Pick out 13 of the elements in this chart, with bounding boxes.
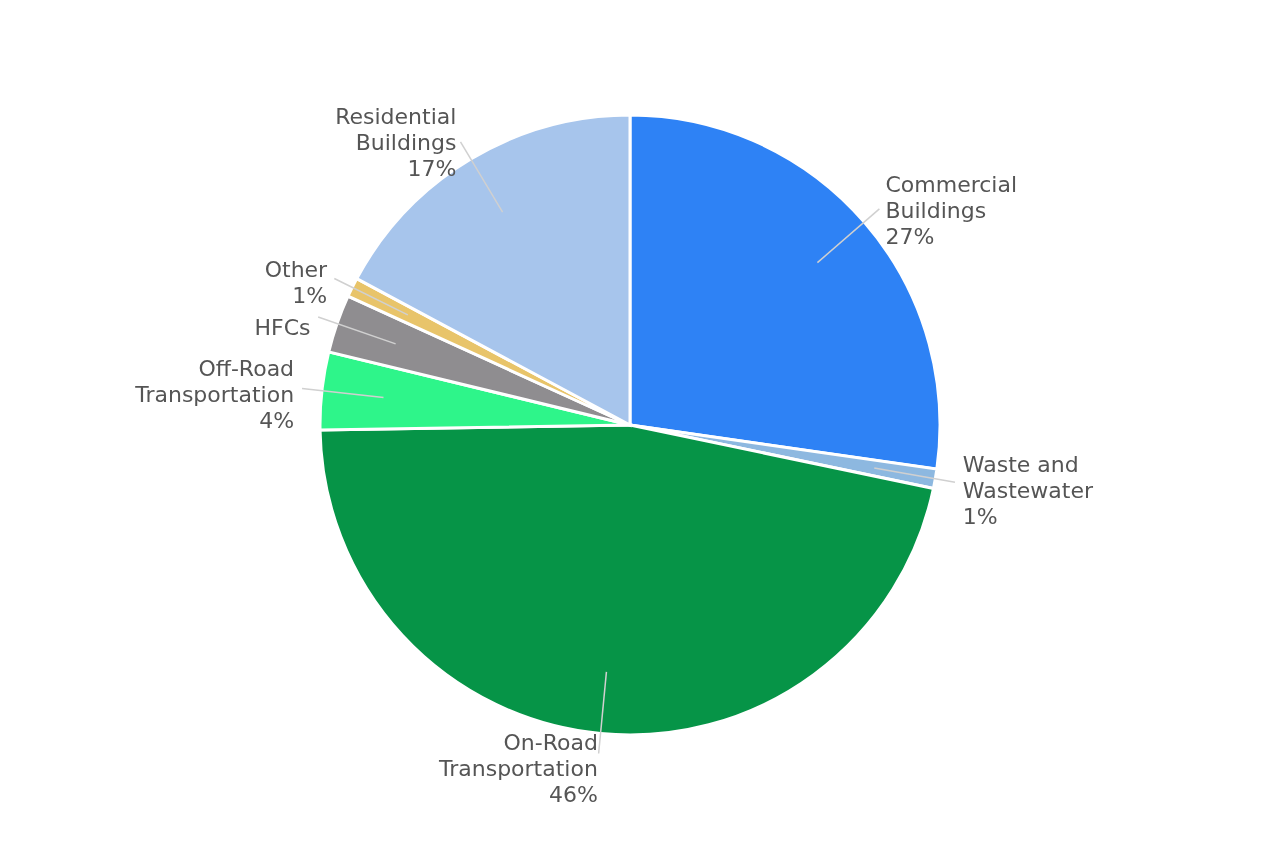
data-label: 27% (885, 224, 935, 250)
slice-label: Off-Road Transportation (134, 356, 295, 408)
slice-label: Residential Buildings (335, 103, 457, 155)
data-label: 46% (548, 782, 598, 808)
slice-label: HFCs (254, 314, 311, 340)
slice-label: Other (264, 256, 329, 282)
data-label: 17% (407, 155, 457, 181)
data-label: 4% (259, 408, 295, 434)
data-label: 1% (962, 504, 998, 530)
data-label: 1% (292, 282, 328, 308)
slice-label: Commercial Buildings (885, 172, 1018, 224)
slice-label: Waste and Wastewater (962, 452, 1094, 504)
slice-label: On-Road Transportation (438, 730, 598, 782)
